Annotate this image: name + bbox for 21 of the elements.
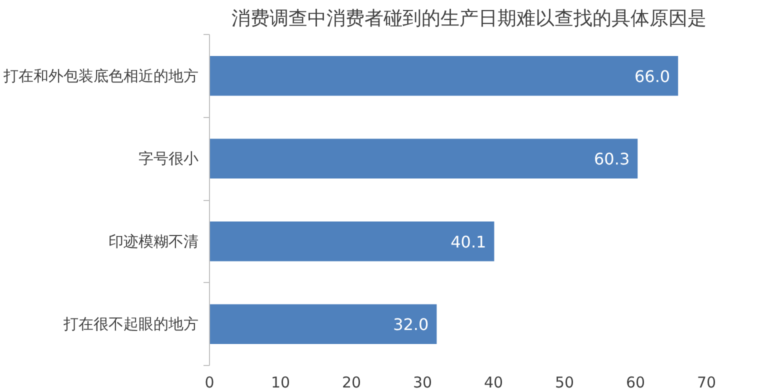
x-tick-label: 10	[270, 374, 290, 390]
y-tick-label: 打在和外包装底色相近的地方	[2, 66, 198, 85]
x-tick-label: 20	[342, 374, 362, 390]
data-label: 40.1	[450, 232, 486, 252]
data-label: 32.0	[393, 315, 429, 334]
x-tick-label: 70	[696, 374, 716, 390]
bar	[210, 56, 678, 96]
x-tick-label: 30	[412, 374, 432, 390]
bar	[210, 304, 437, 344]
chart-title: 消费调查中消费者碰到的生产日期难以查找的具体原因是	[232, 8, 706, 30]
bar	[210, 222, 494, 262]
data-label: 66.0	[634, 66, 670, 86]
y-tick-label: 字号很小	[138, 150, 198, 168]
x-tick-label: 60	[626, 374, 646, 390]
y-tick-label: 印迹模糊不清	[108, 232, 198, 250]
bar	[210, 138, 638, 178]
x-tick-label: 50	[554, 374, 574, 390]
data-label: 60.3	[594, 150, 630, 169]
x-tick-label: 0	[204, 374, 214, 390]
y-tick-label: 打在很不起眼的地方	[62, 315, 198, 334]
x-tick-label: 40	[484, 374, 504, 390]
